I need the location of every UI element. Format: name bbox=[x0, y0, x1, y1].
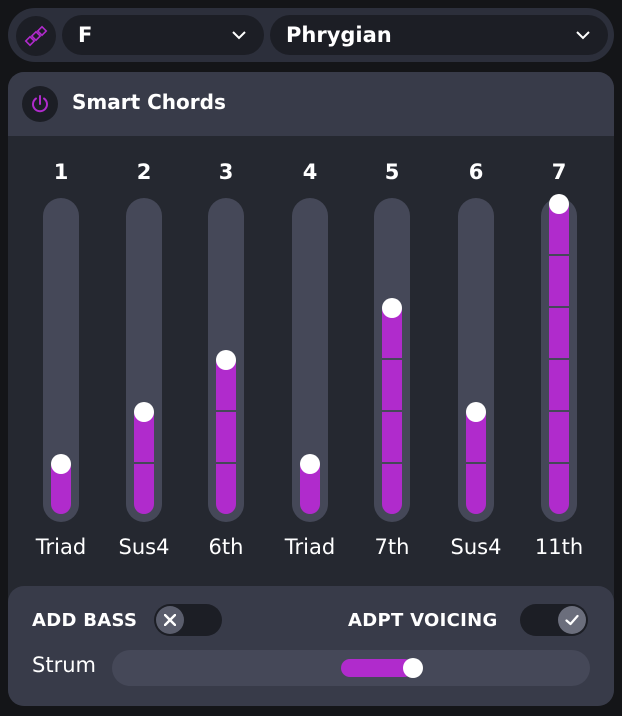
level-segment bbox=[216, 464, 236, 514]
dice-diagonal-icon bbox=[24, 25, 48, 47]
strum-label: Strum bbox=[32, 653, 96, 677]
level-segment bbox=[549, 360, 569, 410]
scale-select[interactable]: Phrygian bbox=[270, 15, 608, 55]
toggle-thumb bbox=[558, 606, 586, 634]
level-segment bbox=[549, 256, 569, 306]
power-icon bbox=[32, 95, 48, 113]
level-segment bbox=[382, 308, 402, 358]
column-number: 3 bbox=[218, 160, 234, 184]
slider-handle[interactable] bbox=[51, 454, 71, 474]
level-segment bbox=[300, 464, 320, 514]
column-number: 2 bbox=[136, 160, 152, 184]
level-segment bbox=[216, 360, 236, 410]
chord-level-slider[interactable] bbox=[458, 198, 494, 522]
column-number: 7 bbox=[551, 160, 567, 184]
panel-title: Smart Chords bbox=[72, 90, 226, 114]
level-segment bbox=[134, 412, 154, 462]
slider-handle[interactable] bbox=[300, 454, 320, 474]
options-section: ADD BASS ADPT VOICING Strum bbox=[8, 586, 614, 706]
check-icon bbox=[565, 614, 579, 626]
level-segment bbox=[51, 464, 71, 514]
strum-slider-handle[interactable] bbox=[403, 658, 424, 678]
adpt-voicing-toggle[interactable] bbox=[520, 604, 588, 636]
add-bass-label: ADD BASS bbox=[32, 610, 138, 631]
column-number: 1 bbox=[53, 160, 69, 184]
column-number: 5 bbox=[384, 160, 400, 184]
level-segment bbox=[549, 308, 569, 358]
slider-handle[interactable] bbox=[134, 402, 154, 422]
panel-header: Smart Chords bbox=[8, 72, 614, 136]
add-bass-toggle[interactable] bbox=[154, 604, 222, 636]
chord-type-label: 7th bbox=[374, 535, 410, 559]
level-segment bbox=[549, 204, 569, 254]
chord-type-label: Sus4 bbox=[450, 535, 502, 559]
chord-level-slider[interactable] bbox=[292, 198, 328, 522]
strum-range-fill bbox=[341, 659, 414, 677]
chord-type-label: Sus4 bbox=[118, 535, 170, 559]
level-segment bbox=[466, 412, 486, 462]
level-segment bbox=[382, 412, 402, 462]
chord-level-slider[interactable] bbox=[126, 198, 162, 522]
column-number: 4 bbox=[302, 160, 318, 184]
chord-type-label: 11th bbox=[534, 535, 584, 559]
adpt-voicing-label: ADPT VOICING bbox=[348, 610, 498, 631]
level-segment bbox=[216, 412, 236, 462]
power-button[interactable] bbox=[22, 86, 58, 122]
column-number: 6 bbox=[468, 160, 484, 184]
x-icon bbox=[164, 614, 176, 626]
slider-handle[interactable] bbox=[216, 350, 236, 370]
key-select-value: F bbox=[78, 23, 93, 47]
scale-select-value: Phrygian bbox=[286, 23, 392, 47]
level-segment bbox=[382, 360, 402, 410]
chord-type-label: 6th bbox=[208, 535, 244, 559]
slider-handle[interactable] bbox=[382, 298, 402, 318]
key-select[interactable]: F bbox=[62, 15, 264, 55]
toggle-thumb bbox=[156, 606, 184, 634]
chord-level-slider[interactable] bbox=[43, 198, 79, 522]
chord-type-label: Triad bbox=[284, 535, 336, 559]
chord-level-slider[interactable] bbox=[541, 194, 577, 522]
level-segment bbox=[549, 412, 569, 462]
chevron-down-icon bbox=[232, 28, 246, 42]
chord-level-slider[interactable] bbox=[208, 198, 244, 522]
top-bar: F Phrygian bbox=[8, 8, 614, 62]
slider-handle[interactable] bbox=[549, 194, 569, 214]
strum-slider[interactable] bbox=[112, 650, 590, 686]
chord-level-slider[interactable] bbox=[374, 198, 410, 522]
chord-type-label: Triad bbox=[35, 535, 87, 559]
level-segment bbox=[466, 464, 486, 514]
slider-handle[interactable] bbox=[466, 402, 486, 422]
randomize-button[interactable] bbox=[16, 16, 56, 56]
level-segment bbox=[549, 464, 569, 514]
chevron-down-icon bbox=[576, 28, 590, 42]
level-segment bbox=[134, 464, 154, 514]
level-segment bbox=[382, 464, 402, 514]
